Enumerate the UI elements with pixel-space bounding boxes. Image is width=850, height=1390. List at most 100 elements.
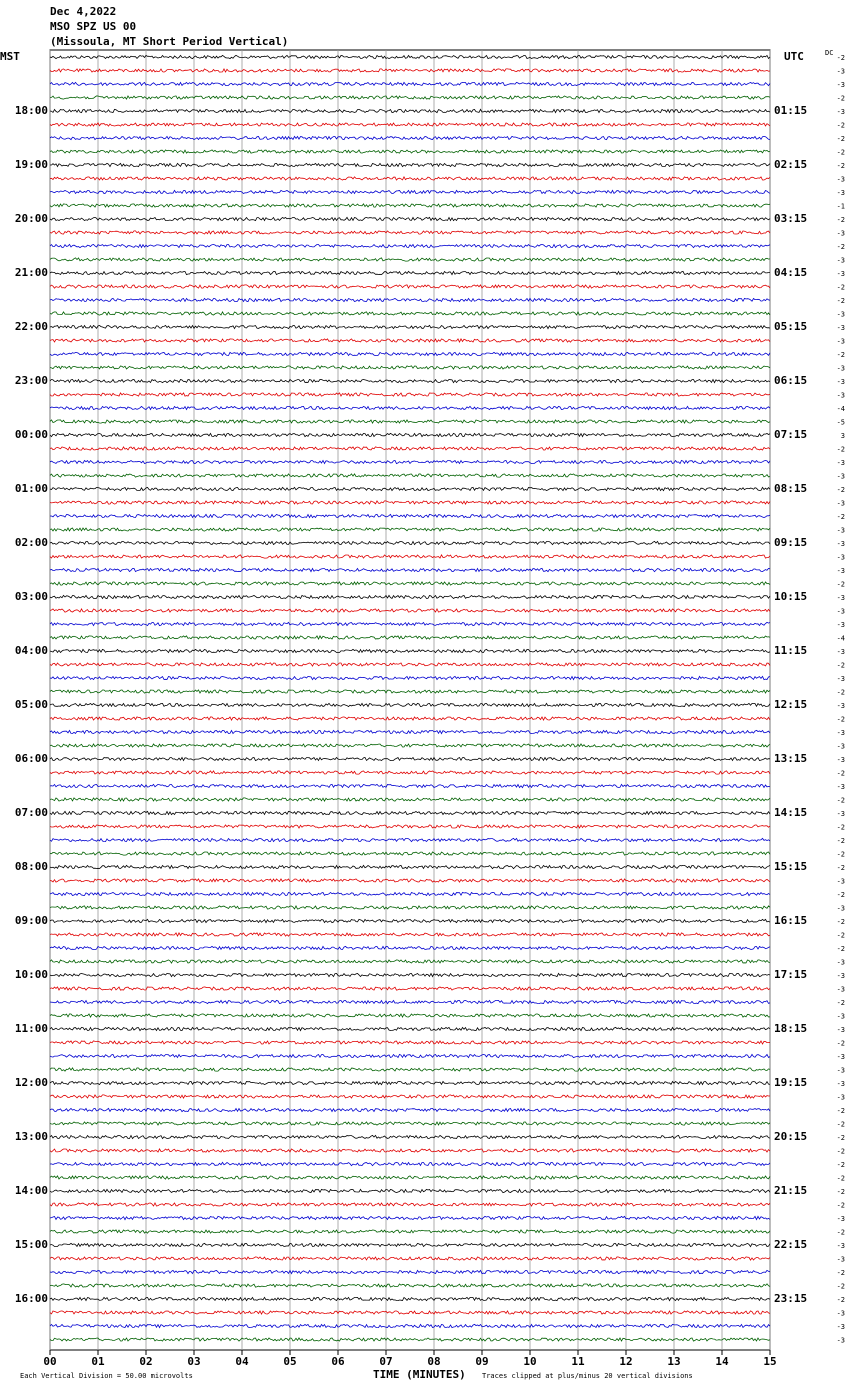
mst-label: 11:00 (15, 1022, 48, 1035)
utc-label: 19:15 (774, 1076, 807, 1089)
trace (49, 716, 771, 722)
dc-value: -3 (837, 270, 845, 278)
trace (49, 270, 770, 276)
utc-label: 03:15 (774, 212, 807, 225)
trace (49, 945, 771, 951)
dc-value: -2 (837, 1229, 845, 1237)
dc-value: -2 (837, 851, 845, 859)
utc-label: 21:15 (774, 1184, 807, 1197)
mst-label: 22:00 (15, 320, 48, 333)
dc-title: DC (825, 49, 833, 57)
dc-value: -3 (837, 878, 845, 886)
trace (49, 189, 771, 195)
trace (49, 864, 771, 870)
utc-label: 05:15 (774, 320, 807, 333)
trace (49, 1080, 771, 1086)
dc-value: -2 (837, 1161, 845, 1169)
dc-value: -3 (837, 540, 845, 548)
dc-value: -2 (837, 770, 845, 778)
dc-value: -1 (837, 203, 845, 211)
dc-value: -3 (837, 365, 845, 373)
clip-note: Traces clipped at plus/minus 20 vertical… (482, 1372, 693, 1380)
mst-label: 00:00 (15, 428, 48, 441)
trace (49, 419, 771, 425)
mst-label: 06:00 (15, 752, 48, 765)
dc-value: -3 (837, 473, 845, 481)
trace (49, 122, 771, 127)
dc-value: -3 (837, 108, 845, 116)
dc-value: -3 (837, 527, 845, 535)
station: MSO SPZ US 00 (50, 20, 136, 33)
dc-value: -3 (837, 810, 845, 818)
dc-value: -3 (837, 500, 845, 508)
trace (49, 203, 771, 208)
trace (49, 1323, 771, 1329)
trace (49, 392, 771, 397)
trace (49, 1161, 771, 1167)
dc-value: -3 (837, 783, 845, 791)
dc-value: -3 (837, 648, 845, 656)
trace (49, 594, 771, 600)
mst-label: 23:00 (15, 374, 48, 387)
trace (49, 95, 771, 100)
trace (49, 310, 771, 316)
trace (49, 851, 771, 856)
trace (49, 756, 771, 762)
dc-value: -2 (837, 297, 845, 305)
trace (49, 648, 771, 654)
trace (49, 108, 771, 114)
mst-label: 14:00 (15, 1184, 48, 1197)
trace (50, 162, 771, 168)
x-tick-label: 05 (283, 1355, 296, 1368)
dc-value: -3 (837, 608, 845, 616)
utc-label: 08:15 (774, 482, 807, 495)
x-tick-label: 06 (331, 1355, 345, 1368)
trace (49, 770, 771, 775)
trace (49, 783, 771, 789)
trace (49, 365, 771, 370)
location: (Missoula, MT Short Period Vertical) (50, 35, 288, 48)
trace (49, 1134, 771, 1140)
mst-label: 02:00 (15, 536, 48, 549)
trace (49, 527, 771, 532)
dc-value: -3 (837, 189, 845, 197)
x-tick-label: 14 (715, 1355, 729, 1368)
trace (49, 216, 771, 222)
dc-value: -4 (837, 405, 845, 413)
dc-value: -2 (837, 945, 845, 953)
dc-value: -3 (837, 729, 845, 737)
dc-value: -3 (837, 68, 845, 76)
trace (49, 1121, 771, 1126)
dc-value: -2 (837, 351, 845, 359)
dc-value: -2 (837, 513, 845, 521)
trace (49, 1067, 771, 1072)
trace (49, 1310, 771, 1316)
mst-label: 16:00 (15, 1292, 48, 1305)
trace (49, 878, 771, 883)
dc-value: -3 (837, 1242, 845, 1250)
trace (49, 932, 771, 938)
mst-label: 04:00 (15, 644, 48, 657)
dc-value: -3 (837, 1310, 845, 1318)
trace (49, 1188, 771, 1194)
mst-label: 20:00 (15, 212, 48, 225)
trace (49, 1040, 771, 1045)
mst-label: 19:00 (15, 158, 48, 171)
trace (49, 837, 771, 843)
dc-value: -2 (837, 1175, 845, 1183)
trace (49, 662, 771, 667)
utc-label: 13:15 (774, 752, 807, 765)
dc-value: -2 (837, 1283, 845, 1291)
dc-value: -3 (837, 702, 845, 710)
trace (49, 1148, 771, 1153)
dc-value: -3 (837, 1256, 845, 1264)
dc-value: -2 (837, 1296, 845, 1304)
x-tick-label: 00 (43, 1355, 56, 1368)
trace (49, 999, 771, 1005)
mst-label: 08:00 (15, 860, 48, 873)
mst-label: 07:00 (15, 806, 48, 819)
trace (50, 513, 771, 519)
trace (49, 1026, 771, 1032)
utc-label: 20:15 (774, 1130, 807, 1143)
x-tick-label: 01 (91, 1355, 105, 1368)
